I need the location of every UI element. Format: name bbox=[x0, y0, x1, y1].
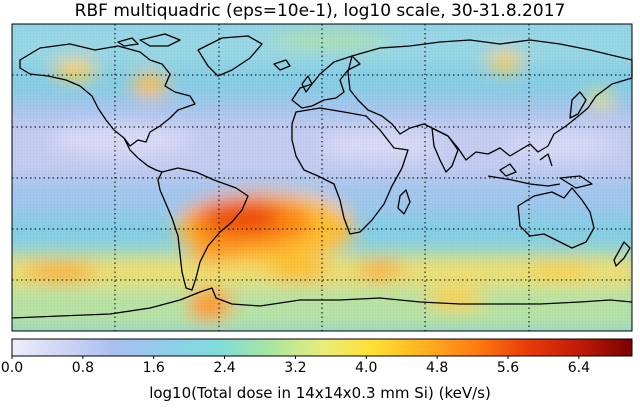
colorbar-tick-label: 3.2 bbox=[284, 360, 307, 376]
colorbar-ticks bbox=[11, 356, 580, 359]
coastline-india bbox=[431, 127, 459, 173]
coastline-greenland bbox=[197, 35, 263, 77]
coastline-uk bbox=[273, 59, 313, 93]
coastline-indonesia bbox=[487, 153, 561, 187]
coastline-new-guinea bbox=[559, 175, 593, 189]
coastline-madagascar bbox=[397, 189, 411, 215]
map-frame bbox=[11, 23, 633, 332]
coastline-japan bbox=[569, 91, 587, 119]
coastline-africa bbox=[291, 107, 409, 235]
coastline-north-america bbox=[19, 43, 196, 147]
coastline-asia bbox=[347, 39, 633, 161]
coastline-antarctica bbox=[11, 287, 633, 319]
coastline-arctic-islands bbox=[117, 33, 181, 47]
colorbar-tick-label: 0.8 bbox=[71, 360, 94, 376]
colorbar-tick-label: 0.0 bbox=[0, 360, 24, 376]
colorbar-tick-label: 5.6 bbox=[496, 360, 520, 376]
colorbar-tick-label: 4.8 bbox=[426, 360, 449, 376]
coastline-south-america bbox=[157, 167, 249, 291]
coastlines bbox=[11, 33, 633, 319]
colorbar-tick-label: 6.4 bbox=[567, 360, 590, 376]
colorbar-label: log10(Total dose in 14x14x0.3 mm Si) (ke… bbox=[149, 384, 491, 402]
colorbar-tick-label: 1.6 bbox=[142, 360, 165, 376]
coastline-central-america bbox=[123, 137, 163, 173]
colorbar-tick-label: 4.0 bbox=[355, 360, 378, 376]
colorbar bbox=[11, 338, 633, 357]
colorbar-tick-label: 2.4 bbox=[213, 360, 236, 376]
coastline-australia bbox=[517, 187, 595, 249]
title: RBF multiquadric (eps=10e-1), log10 scal… bbox=[74, 1, 566, 21]
coastline-new-zealand bbox=[613, 241, 631, 267]
